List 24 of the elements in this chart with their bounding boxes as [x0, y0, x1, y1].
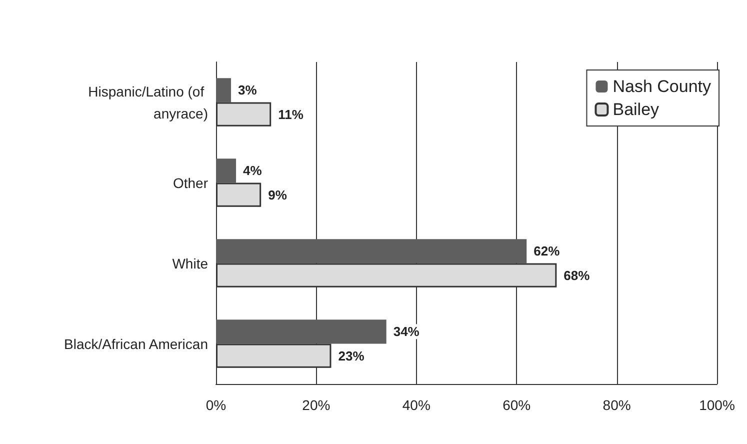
data-label: 9%: [268, 187, 288, 202]
x-tick-label: 60%: [502, 397, 531, 413]
x-tick-label: 40%: [402, 397, 430, 413]
bar: [216, 158, 236, 183]
y-tick-label: Hispanic/Latino (of anyrace): [88, 83, 208, 122]
data-label: 3%: [238, 82, 258, 98]
data-label: 4%: [243, 163, 262, 178]
x-tick-label: 100%: [699, 397, 735, 413]
y-tick-label: White: [172, 255, 208, 272]
bar: [216, 320, 386, 344]
bar: [216, 78, 232, 102]
data-label: 62%: [534, 244, 560, 259]
data-label: 23%: [338, 348, 365, 364]
data-label: 11%: [278, 106, 304, 122]
data-label: 34%: [393, 324, 420, 340]
y-tick-label: Black/African American: [64, 336, 208, 352]
bar: [216, 239, 527, 264]
legend-label: Nash County: [612, 77, 712, 96]
x-tick-label: 80%: [602, 397, 631, 413]
y-tick-label: Other: [172, 174, 208, 191]
legend-label: Bailey: [612, 100, 660, 119]
x-tick-label: 0%: [206, 397, 226, 413]
data-label: 68%: [564, 268, 590, 283]
x-tick-label: 20%: [302, 397, 330, 413]
